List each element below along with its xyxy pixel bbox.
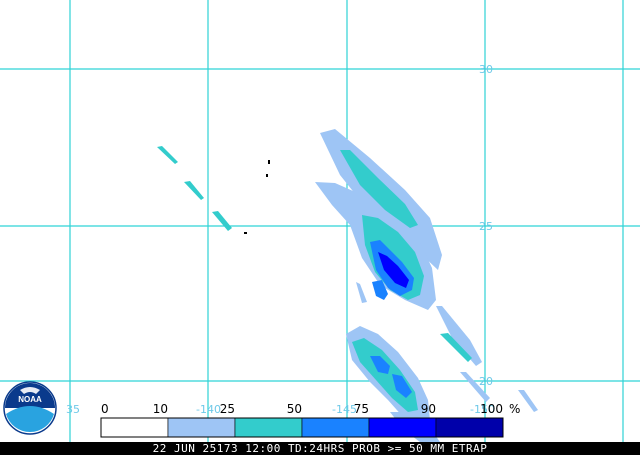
swath-25-50 <box>340 150 418 228</box>
logo-text: NOAA <box>18 395 42 404</box>
swath-10-25 <box>518 390 538 412</box>
legend-tick-label: 0 <box>101 402 109 416</box>
swath-25-50 <box>440 333 472 362</box>
swath-50-75 <box>370 356 390 374</box>
legend-swatch <box>100 417 169 438</box>
swath-50-75 <box>392 374 412 398</box>
legend-swatch <box>234 417 303 438</box>
status-bar: 22 JUN 25173 12:00 TD:24HRS PROB >= 50 M… <box>0 442 640 455</box>
swath-25-50 <box>184 181 204 200</box>
graticule <box>0 0 640 442</box>
legend-tick-label: 50 <box>287 402 302 416</box>
lat-label-30: 30 <box>479 63 493 76</box>
legend-tick-label: 25 <box>220 402 235 416</box>
lon-label-145: -145 <box>332 403 357 416</box>
lat-label-20: 20 <box>479 375 493 388</box>
swath-75-90 <box>378 252 409 288</box>
legend-frame <box>100 417 504 438</box>
legend-swatch <box>301 417 370 438</box>
legend-swatch <box>167 417 236 438</box>
island <box>268 160 270 164</box>
logo-upper <box>5 383 55 408</box>
legend-tick-label: 75 <box>354 402 369 416</box>
noaa-logo: NOAA <box>3 381 57 435</box>
legend-tick-label: 100 <box>480 402 503 416</box>
swath-10-25 <box>460 372 490 402</box>
island <box>244 232 247 234</box>
lon-label-35: 35 <box>66 403 80 416</box>
legend-swatch <box>368 417 437 438</box>
swath-25-50 <box>212 211 232 231</box>
legend-tick-labels: 0 10 25 50 75 90 100 <box>101 402 503 416</box>
swath-10-25 <box>436 306 482 366</box>
lon-label-150: -150 <box>470 403 495 416</box>
probability-swaths <box>157 129 538 442</box>
island <box>266 174 268 177</box>
legend-unit: % <box>509 402 520 416</box>
logo-wave <box>6 406 54 432</box>
lat-label-25: 25 <box>479 220 493 233</box>
swath-50-75 <box>372 280 388 300</box>
legend-tick-label: 90 <box>421 402 436 416</box>
logo-gull <box>20 387 40 394</box>
swath-25-50 <box>157 146 178 164</box>
swath-10-25 <box>356 282 367 303</box>
land-features <box>244 160 270 234</box>
legend-tick-label: 10 <box>153 402 168 416</box>
legend-color-bar <box>100 417 504 438</box>
legend-swatch <box>435 417 504 438</box>
lon-label-140: -140 <box>196 403 221 416</box>
